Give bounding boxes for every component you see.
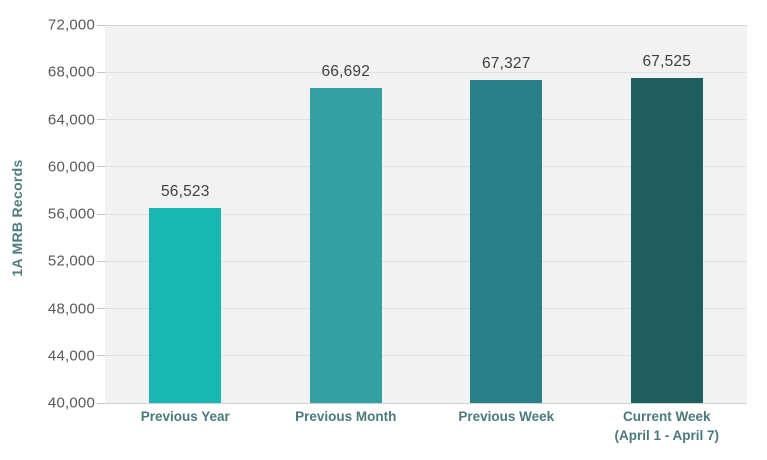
y-tick-label: 44,000 [47,347,95,365]
y-tick-mark [97,24,105,26]
y-tick-mark [97,166,105,168]
bar-previous-year [149,208,222,403]
gridline-68000 [105,71,747,73]
y-tick-mark [97,213,105,215]
gridline-52000 [105,260,747,262]
bar-slot: 66,692 [266,25,427,403]
gridline-48000 [105,308,747,309]
x-category-label: Previous Month [295,409,397,424]
value-label: 67,327 [481,55,531,72]
gridline-56000 [105,213,747,215]
bar-slot: 67,525 [587,25,748,403]
gridline-40000 [105,402,747,404]
y-axis: 40,000 44,000 48,000 52,000 56,000 60,000 64,0… [0,17,95,412]
y-tick-mark [97,308,105,309]
plot-area: 56,523 66,692 67,327 67,525 [97,24,748,404]
value-label: 67,525 [642,53,692,70]
y-tick-label: 40,000 [47,394,95,412]
y-tick-label: 64,000 [47,111,95,128]
y-tick-label: 56,000 [47,205,95,223]
y-tick-label: 48,000 [47,300,95,317]
value-label: 56,523 [160,183,210,200]
y-tick-label: 68,000 [47,63,95,81]
y-tick-label: 52,000 [47,252,95,270]
bar-current-week [630,78,703,403]
y-tick-mark [97,260,105,262]
y-tick-mark [97,402,105,404]
gridline-72000 [105,24,747,26]
gridline-44000 [105,355,747,357]
y-tick-mark [97,355,105,357]
x-category-label: Current Week (April 1 - April 7) [614,409,719,443]
y-tick-mark [97,71,105,73]
y-tick-label: 72,000 [47,16,95,34]
x-axis: Previous Year Previous Month Previous Week… [105,408,747,458]
y-tick-mark [97,119,105,120]
bar-slot: 67,327 [426,25,587,403]
bar-previous-week [470,80,543,403]
gridline-64000 [105,119,747,120]
gridline-60000 [105,166,747,168]
bar-previous-month [309,88,382,403]
y-tick-label: 60,000 [47,158,95,176]
bar-slot: 56,523 [105,25,266,403]
x-category-label: Previous Week [458,409,555,424]
x-category-label: Previous Year [140,409,230,424]
value-label: 66,692 [321,63,371,80]
